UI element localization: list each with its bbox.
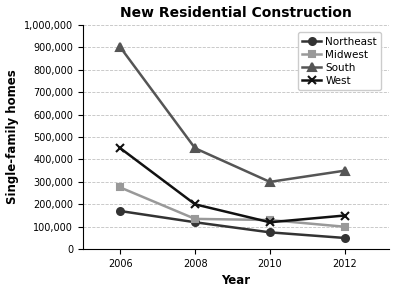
South [267,180,272,184]
Line: West: West [116,144,349,226]
Northeast [118,209,123,213]
South [193,146,198,150]
West [118,146,123,150]
Midwest [267,218,272,222]
South [118,45,123,49]
Legend: Northeast, Midwest, South, West: Northeast, Midwest, South, West [298,32,381,90]
X-axis label: Year: Year [222,275,251,287]
West [342,214,347,217]
Midwest [193,217,198,221]
South [342,169,347,172]
Midwest [342,225,347,229]
Y-axis label: Single-family homes: Single-family homes [6,70,19,205]
Line: Northeast: Northeast [117,207,348,241]
Line: Midwest: Midwest [117,184,348,230]
Line: South: South [116,43,349,186]
Northeast [267,231,272,234]
Northeast [193,221,198,224]
Northeast [342,236,347,240]
West [267,221,272,224]
Midwest [118,186,123,189]
West [193,202,198,206]
Title: New Residential Construction: New Residential Construction [120,6,352,20]
